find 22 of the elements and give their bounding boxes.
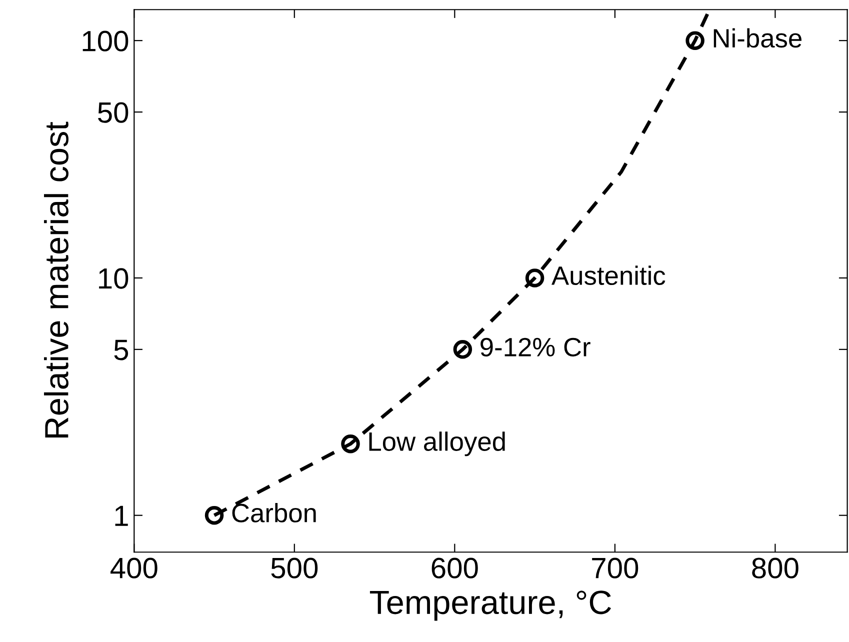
point	[204, 506, 224, 525]
y-tick-label: 50	[98, 102, 128, 123]
point	[453, 340, 472, 359]
x-tick-label: 500	[271, 558, 318, 578]
annotation: Low alloyed	[369, 432, 505, 456]
y-tick-label: 100	[82, 30, 128, 52]
x-tick-label: 600	[432, 558, 478, 578]
y-axis-title: Relative material cost	[44, 122, 68, 438]
point	[686, 31, 704, 50]
annotation: Carbon	[232, 503, 316, 522]
y-tick-label: 10	[99, 268, 128, 289]
y-tick-label: 1	[115, 506, 128, 526]
x-axis-title: Temperature, °C	[370, 590, 611, 621]
annotation: Ni-base	[714, 28, 802, 48]
point	[341, 434, 360, 454]
annotation: 9-12% Cr	[480, 338, 590, 357]
x-tick-label: 400	[110, 558, 158, 578]
y-tick-label: 5	[114, 340, 128, 360]
x-tick-label: 800	[752, 558, 798, 578]
annotation: Austenitic	[552, 266, 666, 286]
x-tick-label: 700	[592, 558, 638, 578]
point	[525, 268, 544, 288]
